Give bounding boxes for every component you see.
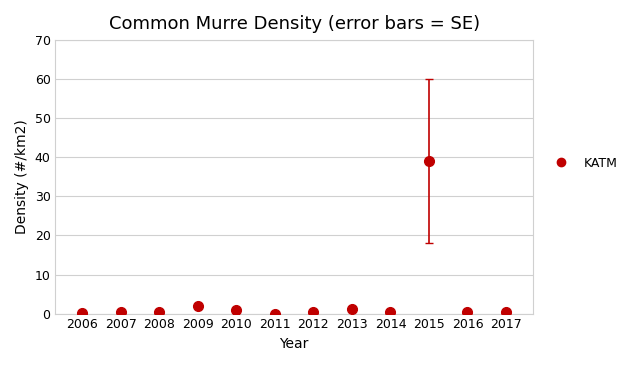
Y-axis label: Density (#/km2): Density (#/km2) <box>15 119 29 234</box>
X-axis label: Year: Year <box>279 337 309 351</box>
Title: Common Murre Density (error bars = SE): Common Murre Density (error bars = SE) <box>108 15 480 33</box>
Legend: KATM: KATM <box>544 152 623 175</box>
